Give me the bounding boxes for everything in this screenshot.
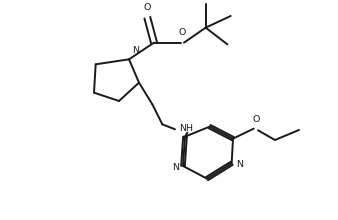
Text: N: N	[236, 160, 243, 169]
Text: O: O	[252, 115, 260, 124]
Text: N: N	[172, 163, 179, 172]
Text: O: O	[179, 28, 186, 37]
Text: NH: NH	[179, 124, 193, 133]
Text: N: N	[132, 46, 139, 55]
Text: O: O	[144, 3, 151, 12]
